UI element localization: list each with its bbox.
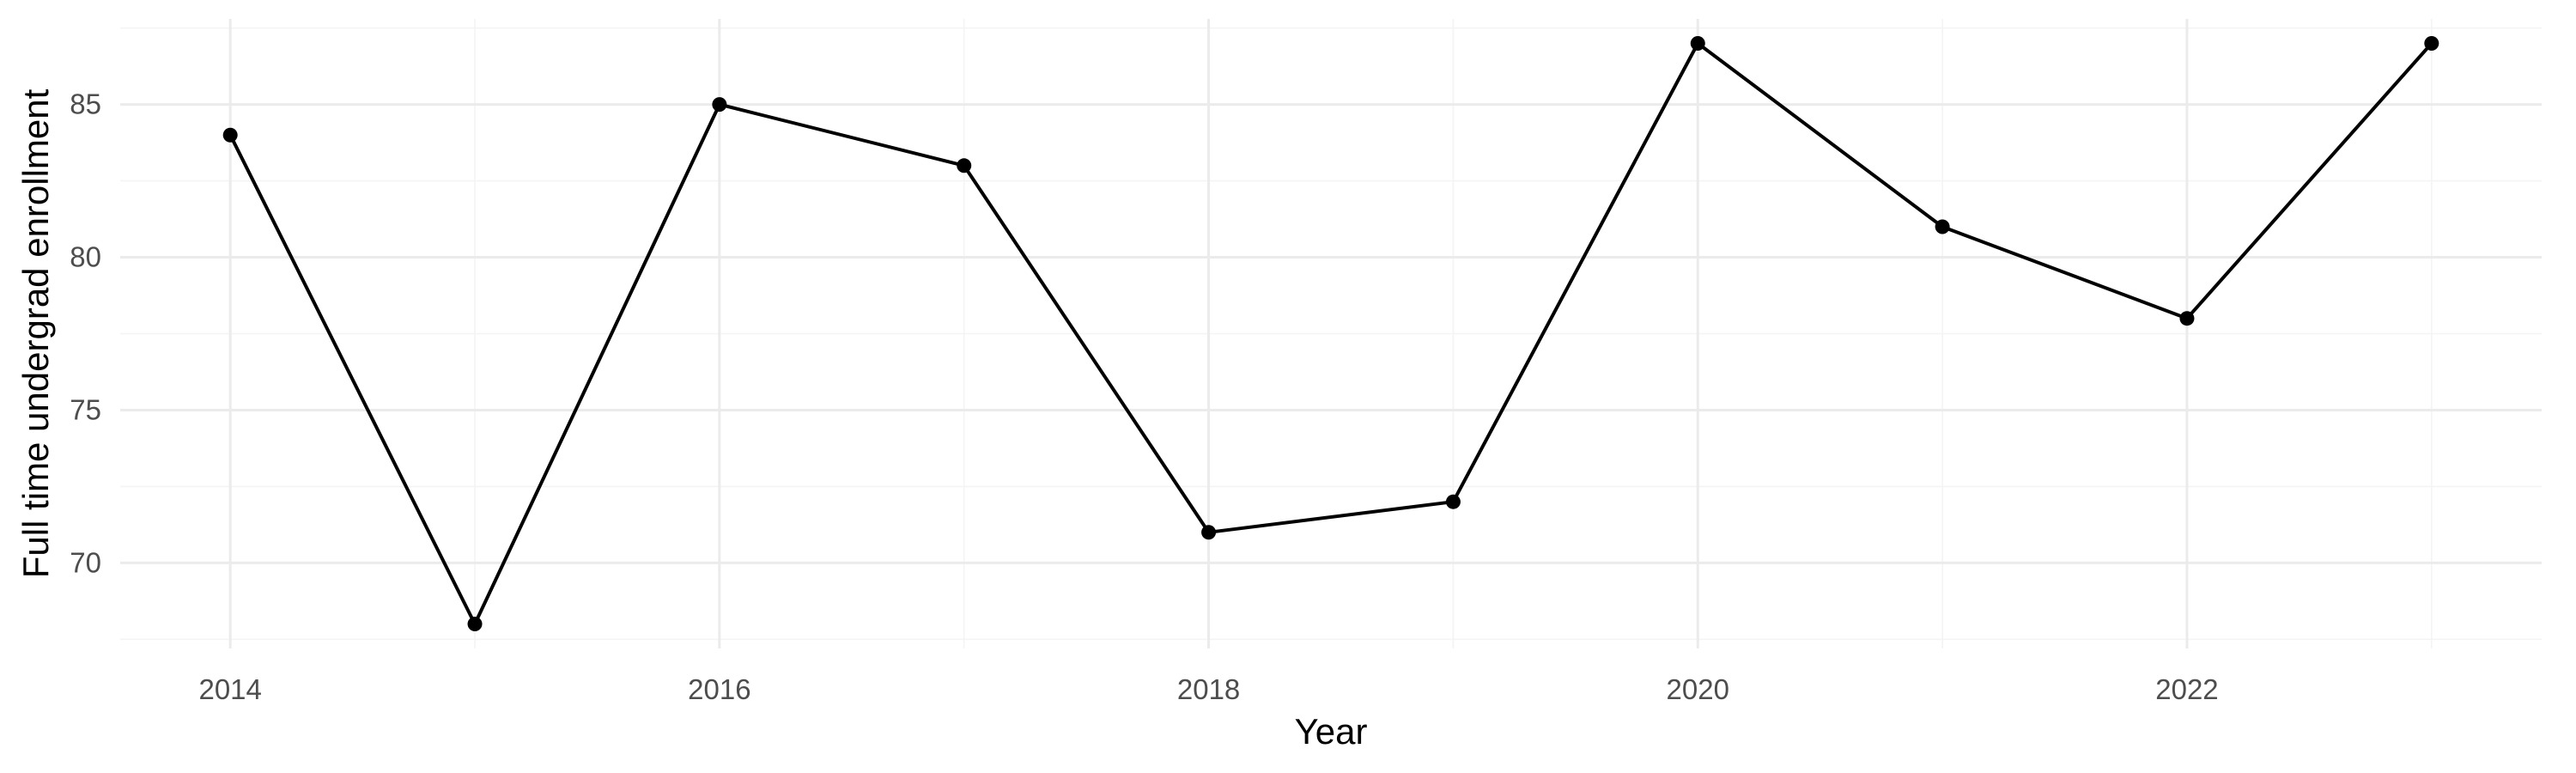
- x-axis-title: Year: [1295, 711, 1368, 752]
- data-point: [1445, 494, 1461, 509]
- data-point: [1690, 35, 1705, 51]
- x-axis-tick-labels: 2014 2016 2018 2020 2022: [198, 673, 2218, 705]
- x-tick-label: 2014: [198, 673, 261, 705]
- x-tick-label: 2016: [688, 673, 750, 705]
- data-point: [957, 158, 972, 173]
- data-point: [2424, 35, 2439, 51]
- data-point: [2179, 311, 2195, 326]
- data-point: [712, 97, 727, 113]
- y-tick-label: 70: [70, 546, 101, 578]
- y-tick-label: 80: [70, 241, 101, 273]
- y-tick-label: 75: [70, 393, 101, 425]
- series-line: [228, 41, 2433, 626]
- data-point: [467, 617, 483, 632]
- x-tick-label: 2020: [1667, 673, 1729, 705]
- series-line-layer: [228, 41, 2433, 626]
- x-tick-label: 2018: [1177, 673, 1240, 705]
- data-point: [1201, 525, 1217, 540]
- y-tick-label: 85: [70, 88, 101, 120]
- grid-lines: [120, 19, 2542, 648]
- x-tick-label: 2022: [2155, 673, 2218, 705]
- data-point: [222, 127, 238, 143]
- data-point: [1935, 219, 1950, 234]
- data-points: [222, 35, 2439, 632]
- y-axis-tick-labels: 70 75 80 85: [70, 88, 101, 579]
- y-axis-title: Full time undergrad enrollment: [15, 88, 56, 578]
